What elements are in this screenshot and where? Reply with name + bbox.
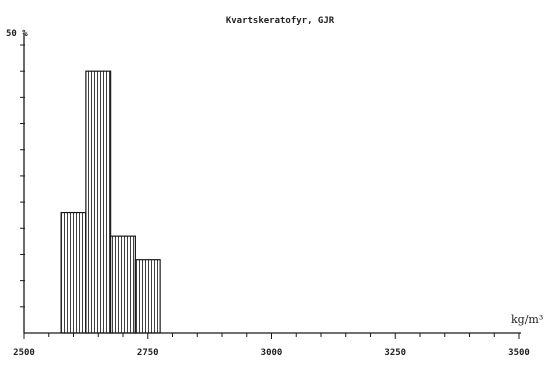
histogram-bar (85, 70, 112, 334)
x-axis-unit-label: kg/m³ (511, 313, 543, 326)
x-tick-label: 3250 (384, 348, 406, 358)
x-tick-label: 3500 (508, 348, 530, 358)
x-tick-labels: 2500 2750 3000 3250 3500 (13, 348, 530, 358)
y-axis-top-label: 50 % (6, 29, 28, 39)
histogram-bar (110, 235, 136, 334)
chart-title: Kvartskeratofyr, GJR (226, 16, 335, 26)
histogram-bar (134, 259, 161, 334)
bars-group (60, 70, 161, 334)
histogram-bar (60, 211, 87, 334)
x-tick-label: 3000 (261, 348, 283, 358)
axes-group (20, 33, 521, 339)
x-tick-label: 2500 (13, 348, 35, 358)
x-tick-label: 2750 (137, 348, 159, 358)
